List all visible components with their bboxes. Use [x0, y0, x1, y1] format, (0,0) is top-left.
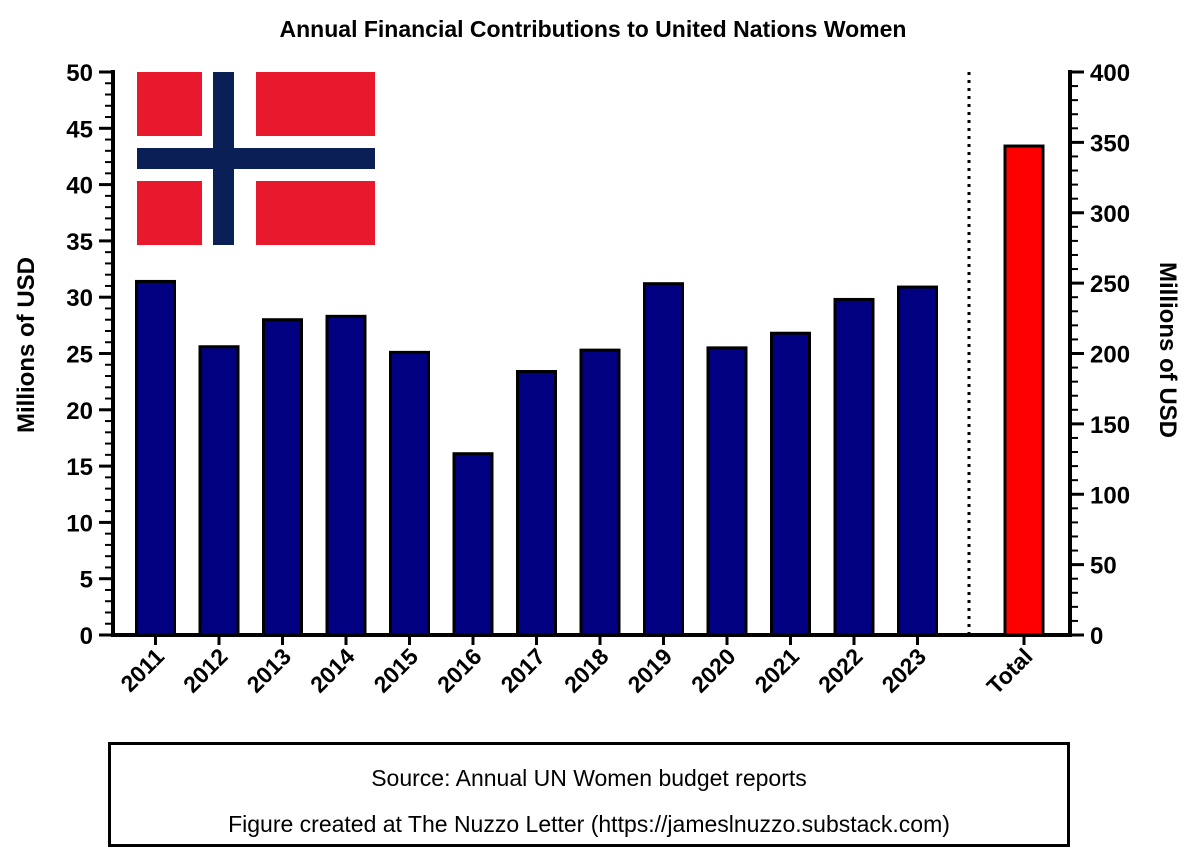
x-tick-label-2014: 2014: [305, 643, 360, 698]
bar-2020: [706, 346, 748, 637]
bar-2018: [579, 348, 621, 637]
norway-flag-icon: [137, 72, 375, 245]
x-tick-label-2019: 2019: [622, 643, 677, 698]
bar-2016: [452, 452, 494, 637]
bar-2021: [770, 331, 811, 637]
y-tick-label-right: 150: [1090, 412, 1130, 439]
y-tick-label-left: 45: [66, 116, 93, 143]
x-tick-label-2012: 2012: [178, 643, 233, 698]
y-tick-label-left: 25: [66, 342, 93, 369]
y-tick-label-right: 0: [1090, 623, 1103, 650]
x-tick-label-2015: 2015: [368, 643, 423, 698]
source-box: Source: Annual UN Women budget reports F…: [108, 742, 1070, 847]
x-tick-label-2022: 2022: [813, 643, 868, 698]
y-tick-label-right: 200: [1090, 342, 1130, 369]
x-tick-label-total: Total: [982, 643, 1038, 699]
x-tick-labels: 2011 2012 2013 2014 2015 2016 2017 2018 2019 2020…: [115, 635, 1038, 699]
y-axis-label-left: Millions of USD: [13, 257, 40, 433]
credit-text: Figure created at The Nuzzo Letter (http…: [228, 811, 950, 837]
y-tick-label-left: 40: [66, 173, 93, 200]
bar-2019: [643, 282, 684, 637]
bar-2013: [262, 318, 303, 637]
y-tick-label-right: 50: [1090, 553, 1117, 580]
bar-total: [1003, 144, 1045, 637]
y-tick-label-left: 20: [66, 398, 93, 425]
x-tick-label-2018: 2018: [559, 643, 614, 698]
y-tick-label-right: 400: [1090, 60, 1130, 87]
x-tick-label-2016: 2016: [432, 643, 487, 698]
y-tick-label-left: 0: [80, 623, 93, 650]
x-tick-label-2017: 2017: [495, 643, 550, 698]
bar-2023: [897, 285, 938, 637]
bar-2017: [516, 370, 557, 637]
y-tick-label-left: 10: [66, 510, 93, 537]
y-tick-label-left: 50: [66, 60, 93, 87]
y-tick-label-right: 300: [1090, 201, 1130, 228]
bar-2014: [325, 314, 367, 637]
y-tick-label-right: 100: [1090, 482, 1130, 509]
y-tick-label-left: 15: [66, 454, 93, 481]
y-tick-label-left: 5: [80, 567, 93, 594]
source-text: Source: Annual UN Women budget reports: [371, 765, 807, 791]
chart-title: Annual Financial Contributions to United…: [280, 16, 907, 42]
x-tick-label-2023: 2023: [876, 643, 931, 698]
x-tick-label-2013: 2013: [241, 643, 296, 698]
bars: [135, 144, 1045, 637]
flag-cross-blue-horizontal: [137, 148, 375, 169]
bar-2011: [135, 279, 176, 637]
x-tick-label-2021: 2021: [749, 643, 804, 698]
bar-2012: [198, 345, 240, 637]
bar-2015: [389, 350, 430, 637]
x-tick-label-2020: 2020: [686, 643, 741, 698]
x-tick-label-2011: 2011: [115, 643, 169, 697]
y-tick-label-left: 30: [66, 285, 93, 312]
y-tick-label-left: 35: [66, 229, 93, 256]
bar-2022: [833, 297, 875, 637]
y-tick-label-right: 250: [1090, 271, 1130, 298]
y-tick-label-right: 350: [1090, 130, 1130, 157]
y-axis-label-right: Millions of USD: [1154, 262, 1181, 438]
